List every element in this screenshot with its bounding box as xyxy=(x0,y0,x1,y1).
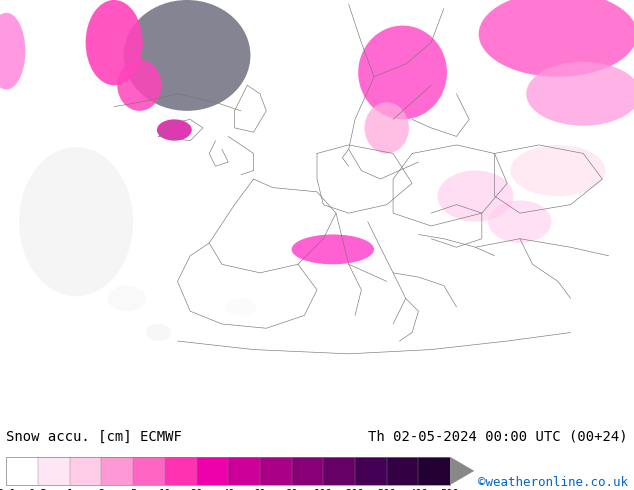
Ellipse shape xyxy=(510,145,605,196)
Bar xyxy=(133,457,165,485)
Ellipse shape xyxy=(479,0,634,77)
Text: 0.1: 0.1 xyxy=(0,489,16,490)
Text: ©weatheronline.co.uk: ©weatheronline.co.uk xyxy=(477,476,628,489)
Bar xyxy=(323,457,355,485)
Bar xyxy=(228,457,260,485)
Text: 200: 200 xyxy=(346,489,365,490)
Ellipse shape xyxy=(526,62,634,126)
Bar xyxy=(165,457,197,485)
Ellipse shape xyxy=(225,298,257,316)
Bar xyxy=(6,457,38,485)
Text: Th 02-05-2024 00:00 UTC (00+24): Th 02-05-2024 00:00 UTC (00+24) xyxy=(368,429,628,443)
Text: 1: 1 xyxy=(67,489,73,490)
Ellipse shape xyxy=(124,0,250,111)
Ellipse shape xyxy=(365,102,409,153)
Text: 100: 100 xyxy=(314,489,333,490)
Bar xyxy=(292,457,323,485)
Bar xyxy=(387,457,418,485)
Text: 5: 5 xyxy=(130,489,136,490)
Text: 400: 400 xyxy=(409,489,428,490)
Ellipse shape xyxy=(117,60,162,111)
Bar xyxy=(260,457,292,485)
Bar xyxy=(101,457,133,485)
Ellipse shape xyxy=(86,0,143,85)
Polygon shape xyxy=(450,457,474,485)
Ellipse shape xyxy=(157,120,192,141)
Text: 20: 20 xyxy=(190,489,203,490)
Text: 300: 300 xyxy=(377,489,396,490)
Ellipse shape xyxy=(358,25,447,120)
Bar xyxy=(38,457,70,485)
Ellipse shape xyxy=(0,13,25,90)
Ellipse shape xyxy=(292,234,374,264)
Text: 0.5: 0.5 xyxy=(29,489,48,490)
Ellipse shape xyxy=(146,324,171,341)
Text: 40: 40 xyxy=(222,489,235,490)
Ellipse shape xyxy=(437,171,514,221)
Bar xyxy=(197,457,228,485)
Bar xyxy=(6,457,450,485)
Text: Snow accu. [cm] ECMWF: Snow accu. [cm] ECMWF xyxy=(6,429,182,443)
Bar xyxy=(418,457,450,485)
Ellipse shape xyxy=(19,147,133,296)
Text: 2: 2 xyxy=(98,489,105,490)
Text: 500: 500 xyxy=(441,489,460,490)
Ellipse shape xyxy=(488,200,552,243)
Text: 60: 60 xyxy=(254,489,266,490)
Text: 10: 10 xyxy=(158,489,171,490)
Bar xyxy=(70,457,101,485)
Ellipse shape xyxy=(108,286,146,311)
Bar xyxy=(355,457,387,485)
Text: 80: 80 xyxy=(285,489,298,490)
